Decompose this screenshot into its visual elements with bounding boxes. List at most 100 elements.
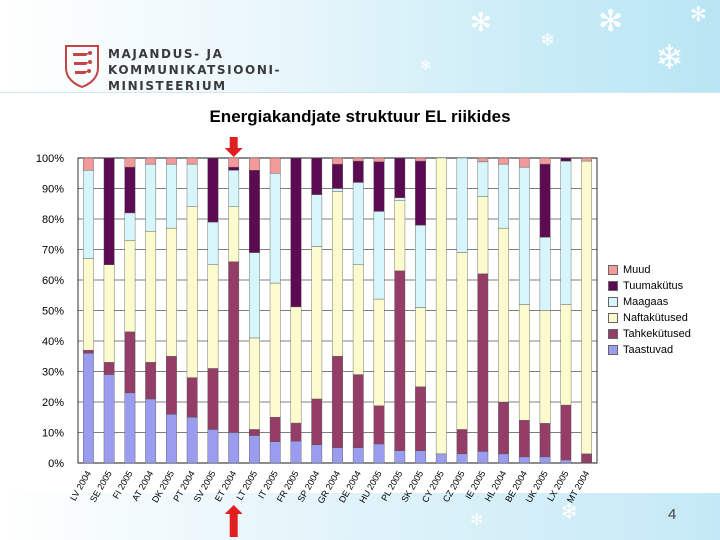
bar-segment-tahkekütused <box>166 356 177 415</box>
bar-segment-taastuvad <box>332 447 343 464</box>
bar-segment-taastuvad <box>207 429 219 464</box>
legend-swatch <box>608 329 618 339</box>
bar-segment-tahkekütused <box>145 362 157 400</box>
bar-segment-tahkekütused <box>352 374 364 448</box>
bar-segment-tahkekütused <box>560 404 572 461</box>
bar-segment-tahkekütused <box>373 405 385 445</box>
bar-segment-taastuvad <box>166 414 177 464</box>
snowflake-decoration: ❄ <box>540 30 556 51</box>
bar-segment-maagaas <box>456 157 468 253</box>
bar-segment-maagaas <box>186 163 198 208</box>
y-tick-label: 0% <box>48 458 64 470</box>
y-tick-label: 40% <box>42 336 64 348</box>
bar-segment-muud <box>477 157 489 163</box>
snowflake-decoration: ✻ <box>470 8 492 38</box>
bar-segment-muud <box>228 157 240 168</box>
y-tick-label: 20% <box>42 397 64 409</box>
bar-segment-naftakütused <box>186 206 198 378</box>
legend-item: Taastuvad <box>608 342 691 358</box>
bar-segment-muud <box>82 157 94 171</box>
bar-segment-naftakütused <box>498 227 509 403</box>
bar-segment-muud <box>269 157 281 174</box>
bar-segment-maagaas <box>332 188 343 192</box>
legend-label: Maagaas <box>623 296 669 308</box>
bar-segment-taastuvad <box>145 398 157 464</box>
bar-segment-tuumakütus <box>394 157 406 198</box>
bar-segment-maagaas <box>352 182 364 265</box>
bar-segment-naftakütused <box>477 196 489 275</box>
bar-segment-muud <box>581 157 593 162</box>
legend-label: Naftakütused <box>623 312 688 324</box>
bar-segment-tahkekütused <box>539 423 551 458</box>
bar-segment-tuumakütus <box>373 161 385 212</box>
bar-segment-taastuvad <box>518 456 530 464</box>
bar-segment-taastuvad <box>498 453 509 464</box>
bar-segment-muud <box>415 157 426 162</box>
bar-segment-naftakütused <box>581 160 593 455</box>
bar-segment-tuumakütus <box>290 157 302 308</box>
bar-segment-naftakütused <box>415 307 426 387</box>
bar-segment-naftakütused <box>124 240 136 333</box>
snowflake-decoration: ❄ <box>655 38 684 78</box>
bar-segment-naftakütused <box>145 230 157 363</box>
bar-segment-taastuvad <box>560 459 572 464</box>
coat-of-arms-logo <box>65 45 99 88</box>
y-tick-label: 100% <box>36 153 64 165</box>
bar-segment-muud <box>186 157 198 165</box>
bar-segment-naftakütused <box>435 157 447 455</box>
bar-segment-naftakütused <box>456 252 468 430</box>
snowflake-decoration: ✻ <box>690 2 707 26</box>
bar-segment-tuumakütus <box>228 166 240 171</box>
bar-segment-naftakütused <box>352 264 364 375</box>
snowflake-decoration: ✻ <box>470 510 484 529</box>
snowflake-decoration: ❄ <box>560 500 579 525</box>
bar-segment-taastuvad <box>82 353 94 464</box>
ministry-name-line: MINISTEERIUM <box>108 79 227 93</box>
bar-segment-tuumakütus <box>249 169 260 253</box>
bar-segment-tahkekütused <box>456 429 468 455</box>
bar-segment-taastuvad <box>435 453 447 464</box>
bar-segment-maagaas <box>373 211 385 300</box>
bar-segment-tahkekütused <box>103 362 115 375</box>
bar-segment-naftakütused <box>269 282 281 418</box>
bar-segment-naftakütused <box>166 227 177 357</box>
bar-segment-tuumakütus <box>352 160 364 183</box>
bar-segment-muud <box>498 157 509 165</box>
bar-segment-taastuvad <box>477 451 489 464</box>
bar-segment-tahkekütused <box>124 331 136 394</box>
bar-segment-muud <box>166 157 177 165</box>
y-tick-label: 50% <box>42 306 64 318</box>
bar-segment-tahkekütused <box>332 356 343 448</box>
legend-item: Tuumakütus <box>608 278 691 294</box>
bar-segment-tahkekütused <box>498 401 509 455</box>
snowflake-decoration: ❄ <box>420 58 432 74</box>
bar-segment-maagaas <box>82 169 94 259</box>
bar-segment-taastuvad <box>539 456 551 464</box>
bar-segment-maagaas <box>477 161 489 197</box>
bar-segment-maagaas <box>228 169 240 207</box>
chart-legend: Muud Tuumakütus Maagaas Naftakütused Tahkekü… <box>608 262 691 358</box>
bar-segment-maagaas <box>518 166 530 305</box>
bar-segment-maagaas <box>560 160 572 305</box>
y-tick-label: 30% <box>42 367 64 379</box>
ministry-name-line: KOMMUNIKATSIOONI- <box>108 63 282 77</box>
bar-segment-taastuvad <box>456 453 468 464</box>
bar-segment-taastuvad <box>352 447 364 464</box>
bar-segment-naftakütused <box>82 258 94 351</box>
bar-segment-naftakütused <box>311 246 323 400</box>
bar-segment-tahkekütused <box>518 420 530 458</box>
page-number: 4 <box>668 506 677 523</box>
bar-segment-tahkekütused <box>415 386 426 452</box>
bar-segment-tahkekütused <box>228 261 240 433</box>
legend-swatch <box>608 281 618 291</box>
bar-segment-maagaas <box>166 163 177 229</box>
bar-segment-naftakütused <box>539 310 551 424</box>
bar-segment-muud <box>124 157 136 168</box>
bar-segment-tuumakütus <box>207 157 219 223</box>
bar-segment-maagaas <box>311 194 323 247</box>
bar-segment-taastuvad <box>394 450 406 464</box>
ministry-name-line: MAJANDUS- JA <box>108 47 224 61</box>
bar-segment-muud <box>518 157 530 168</box>
bar-segment-taastuvad <box>373 443 385 464</box>
legend-item: Tahkekütused <box>608 326 691 342</box>
